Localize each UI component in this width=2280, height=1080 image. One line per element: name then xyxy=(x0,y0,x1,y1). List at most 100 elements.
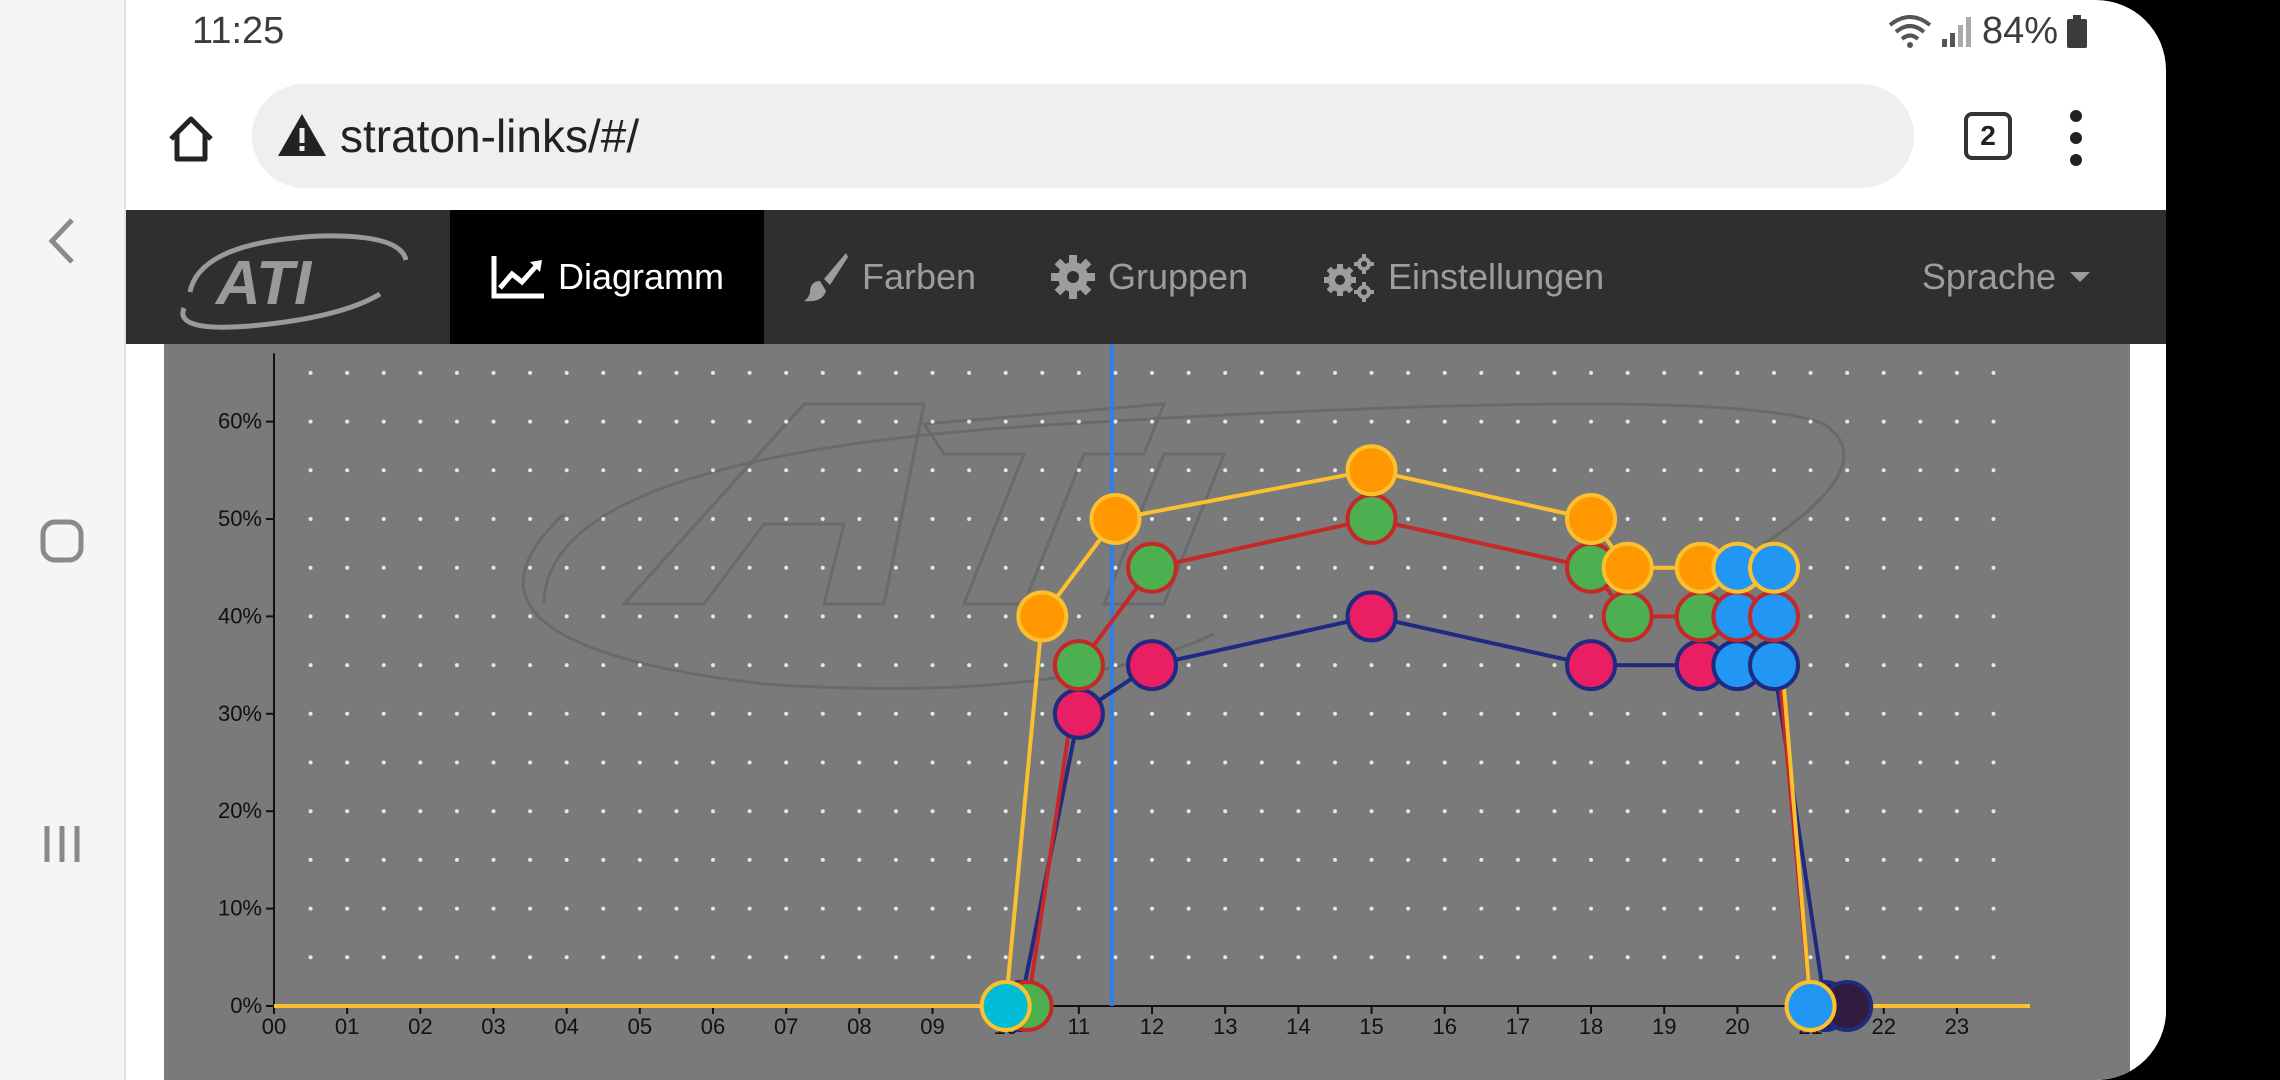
grid-dot xyxy=(1076,955,1081,960)
grid-dot xyxy=(1003,857,1008,862)
grid-dot xyxy=(1223,370,1228,375)
grid-dot xyxy=(1881,906,1886,911)
grid-dot xyxy=(893,955,898,960)
nav-diagramm[interactable]: Diagramm xyxy=(450,210,765,344)
grid-dot xyxy=(491,711,496,716)
grid-dot xyxy=(1296,857,1301,862)
grid-dot xyxy=(1442,370,1447,375)
grid-dot xyxy=(893,614,898,619)
recents-home-icon[interactable] xyxy=(0,518,124,564)
grid-dot xyxy=(1954,517,1959,521)
grid-dot xyxy=(1442,663,1447,668)
nav-farben[interactable]: Farben xyxy=(802,210,976,344)
grid-dot xyxy=(1479,614,1484,619)
grid-dot xyxy=(1735,857,1740,862)
recent-apps-icon[interactable] xyxy=(0,822,124,866)
more-options-icon[interactable] xyxy=(2066,110,2086,166)
grid-dot xyxy=(747,370,752,375)
grid-dot xyxy=(1552,809,1557,814)
x-tick-label: 02 xyxy=(408,1014,432,1039)
grid-dot xyxy=(637,419,642,424)
grid-dot xyxy=(564,614,569,619)
grid-dot xyxy=(674,955,679,960)
grid-dot xyxy=(1589,468,1594,473)
grid-dot xyxy=(1040,760,1045,765)
grid-dot xyxy=(1369,809,1374,814)
grid-dot xyxy=(1991,614,1996,619)
tab-switcher-button[interactable]: 2 xyxy=(1964,112,2012,160)
grid-dot xyxy=(1808,468,1813,473)
grid-dot xyxy=(1150,809,1155,814)
nav-einstellungen[interactable]: Einstellungen xyxy=(1322,210,1604,344)
grid-dot xyxy=(564,517,569,521)
grid-dot xyxy=(1845,517,1850,521)
grid-dot xyxy=(711,419,716,424)
grid-dot xyxy=(1442,955,1447,960)
grid-dot xyxy=(1479,565,1484,570)
grid-dot xyxy=(674,517,679,521)
grid-dot xyxy=(637,370,642,375)
grid-dot xyxy=(1991,468,1996,473)
grid-dot xyxy=(1296,906,1301,911)
grid-dot xyxy=(1918,857,1923,862)
back-icon[interactable] xyxy=(0,216,124,266)
grid-dot xyxy=(564,955,569,960)
grid-dot xyxy=(1406,857,1411,862)
grid-dot xyxy=(1479,370,1484,375)
grid-dot xyxy=(967,517,972,521)
grid-dot xyxy=(308,370,313,375)
grid-dot xyxy=(1296,370,1301,375)
grid-dot xyxy=(1442,906,1447,911)
grid-dot xyxy=(308,663,313,668)
grid-dot xyxy=(1918,468,1923,473)
grid-dot xyxy=(637,663,642,668)
grid-dot xyxy=(491,370,496,375)
grid-dot xyxy=(454,614,459,619)
grid-dot xyxy=(1552,614,1557,619)
grid-dot xyxy=(1479,760,1484,765)
grid-dot xyxy=(418,711,423,716)
grid-dot xyxy=(1662,857,1667,862)
grid-dot xyxy=(820,614,825,619)
grid-dot xyxy=(345,565,350,570)
nav-gruppen[interactable]: Gruppen xyxy=(1050,210,1248,344)
grid-dot xyxy=(1771,809,1776,814)
grid-dot xyxy=(1845,760,1850,765)
grid-dot xyxy=(784,517,789,521)
grid-dot xyxy=(1808,614,1813,619)
x-tick-label: 20 xyxy=(1725,1014,1749,1039)
grid-dot xyxy=(601,760,606,765)
grid-dot xyxy=(784,614,789,619)
grid-dot xyxy=(930,906,935,911)
address-bar[interactable]: straton-links/#/ xyxy=(252,84,1914,188)
grid-dot xyxy=(1076,517,1081,521)
grid-dot xyxy=(1259,565,1264,570)
grid-dot xyxy=(1003,565,1008,570)
light-schedule-chart[interactable]: 0% 10% 20% 30% 40% 50% 60% 00 01 02 03 04 05 06 07 08 09… xyxy=(164,344,2130,1080)
series-point-3 xyxy=(1089,493,1142,545)
warning-icon[interactable] xyxy=(276,110,328,162)
grid-dot xyxy=(1662,955,1667,960)
grid-dot xyxy=(1991,419,1996,424)
grid-dot xyxy=(711,857,716,862)
grid-dot xyxy=(637,955,642,960)
series-point-3 xyxy=(1747,541,1800,594)
grid-dot xyxy=(1845,955,1850,960)
grid-dot xyxy=(418,517,423,521)
language-dropdown[interactable]: Sprache xyxy=(1922,210,2090,344)
grid-dot xyxy=(1040,517,1045,521)
grid-dot xyxy=(1406,468,1411,473)
grid-dot xyxy=(1259,468,1264,473)
grid-dot xyxy=(1076,857,1081,862)
grid-dot xyxy=(857,517,862,521)
grid-dot xyxy=(857,955,862,960)
y-tick-label: 40% xyxy=(218,603,262,628)
url-text[interactable]: straton-links/#/ xyxy=(340,110,640,162)
ati-logo[interactable]: ATI xyxy=(170,222,410,334)
grid-dot xyxy=(1003,809,1008,814)
grid-dot xyxy=(381,906,386,911)
home-icon[interactable] xyxy=(156,104,226,174)
grid-dot xyxy=(1259,517,1264,521)
grid-dot xyxy=(564,906,569,911)
grid-dot xyxy=(1771,419,1776,424)
